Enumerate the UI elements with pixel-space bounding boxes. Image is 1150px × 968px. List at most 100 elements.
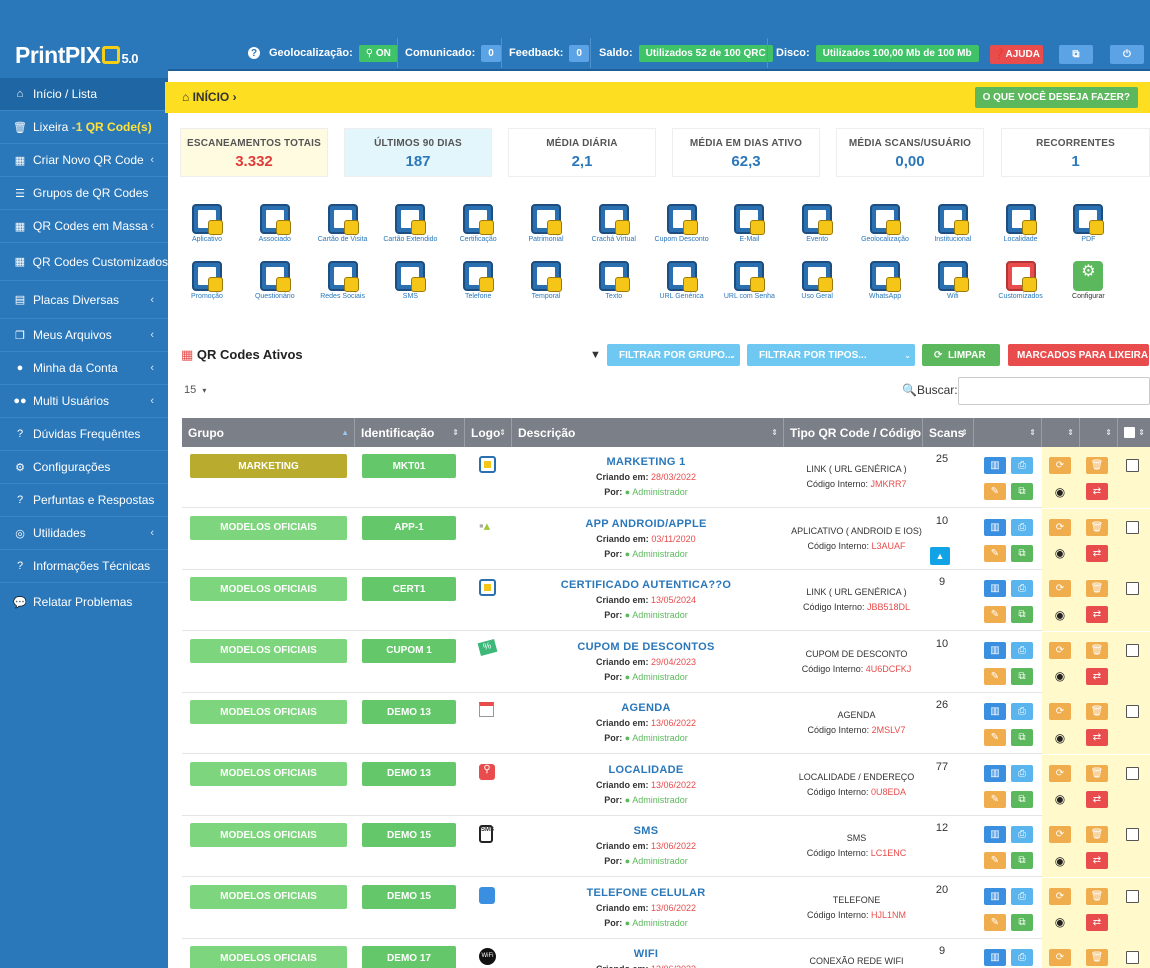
qr-type-whatsapp[interactable]: WhatsApp bbox=[853, 261, 917, 301]
col-identificacao[interactable]: Identificação ⇕ bbox=[355, 418, 465, 447]
row-checkbox[interactable] bbox=[1126, 459, 1139, 472]
refresh-button[interactable]: ⟳ bbox=[1049, 826, 1071, 843]
qr-type-certificacao[interactable]: Certificação bbox=[446, 204, 510, 244]
print-button[interactable]: ⎙ bbox=[1011, 826, 1033, 843]
app-logo[interactable]: PrintPIX 5.0 bbox=[0, 35, 168, 78]
row-checkbox[interactable] bbox=[1126, 520, 1139, 534]
transfer-button[interactable]: ⇄ bbox=[1086, 790, 1108, 808]
edit-button[interactable]: ✎ bbox=[984, 667, 1006, 685]
delete-button[interactable]: 🗑 bbox=[1086, 887, 1108, 905]
qr-title[interactable]: SMS bbox=[633, 825, 659, 837]
group-badge[interactable]: MODELOS OFICIAIS bbox=[190, 884, 347, 909]
sidebar-item-customizados[interactable]: ▦ QR Codes Customizados ‹ bbox=[0, 243, 168, 281]
qr-type-e-mail[interactable]: E-Mail bbox=[717, 204, 781, 244]
comunicado-count[interactable]: 0 bbox=[481, 44, 501, 62]
id-badge[interactable]: MKT01 bbox=[362, 454, 456, 478]
qr-type-geolocalizacao[interactable]: Geolocalização bbox=[853, 204, 917, 244]
id-badge[interactable]: CUPOM 1 bbox=[362, 638, 456, 663]
id-badge[interactable]: CERT1 bbox=[362, 577, 456, 601]
trash-marked-button[interactable]: MARCADOS PARA LIXEIRA bbox=[1008, 344, 1149, 366]
qr-title[interactable]: MARKETING 1 bbox=[606, 456, 686, 468]
sidebar-item-configuracoes[interactable]: ⚙ Configurações bbox=[0, 451, 168, 484]
group-badge[interactable]: MODELOS OFICIAIS bbox=[190, 638, 347, 663]
qr-type-associado[interactable]: Associado bbox=[243, 204, 307, 244]
geo-toggle[interactable]: ⚲ ON bbox=[358, 44, 398, 62]
edit-button[interactable]: ✎ bbox=[984, 606, 1006, 623]
id-badge[interactable]: DEMO 13 bbox=[362, 761, 456, 786]
row-checkbox[interactable] bbox=[1126, 951, 1139, 964]
stats-button[interactable]: ▥ bbox=[984, 826, 1006, 843]
track-button[interactable]: ◉ bbox=[1049, 545, 1071, 562]
qr-type-temporal[interactable]: Temporal bbox=[514, 261, 578, 301]
feedback-count[interactable]: 0 bbox=[569, 44, 589, 62]
qr-title[interactable]: TELEFONE CELULAR bbox=[586, 886, 706, 899]
qr-type-texto[interactable]: Texto bbox=[582, 261, 646, 301]
refresh-button[interactable]: ⟳ bbox=[1049, 764, 1071, 782]
sidebar-item-duvidas[interactable]: ? Dúvidas Frequêntes bbox=[0, 418, 168, 451]
col-actions1[interactable]: ⇕ bbox=[974, 418, 1042, 447]
id-badge[interactable]: DEMO 17 bbox=[362, 946, 456, 968]
delete-button[interactable]: 🗑 bbox=[1086, 518, 1108, 536]
transfer-button[interactable]: ⇄ bbox=[1086, 852, 1108, 869]
page-size-select[interactable]: 15 ▾ bbox=[184, 384, 206, 396]
refresh-button[interactable]: ⟳ bbox=[1049, 949, 1071, 966]
group-badge[interactable]: MODELOS OFICIAIS bbox=[190, 946, 347, 968]
qr-type-configurar[interactable]: ⚙ Configurar bbox=[1056, 261, 1120, 301]
row-checkbox[interactable] bbox=[1126, 828, 1139, 841]
group-badge[interactable]: MODELOS OFICIAIS bbox=[190, 515, 347, 540]
qr-type-evento[interactable]: Evento bbox=[785, 204, 849, 244]
qr-type-promocao[interactable]: Promoção bbox=[175, 261, 239, 301]
edit-button[interactable]: ✎ bbox=[984, 852, 1006, 869]
track-button[interactable]: ◉ bbox=[1049, 791, 1071, 808]
sidebar-item-multi[interactable]: ●● Multi Usuários ‹ bbox=[0, 385, 168, 418]
track-button[interactable]: ◉ bbox=[1049, 606, 1071, 623]
sidebar-item-relatar[interactable]: 💬 Relatar Problemas bbox=[0, 583, 168, 621]
print-button[interactable]: ⎙ bbox=[1011, 703, 1033, 720]
delete-button[interactable]: 🗑 bbox=[1086, 764, 1108, 782]
sidebar-item-placas[interactable]: ▤ Placas Diversas ‹ bbox=[0, 281, 168, 319]
refresh-button[interactable]: ⟳ bbox=[1049, 457, 1071, 474]
edit-button[interactable]: ✎ bbox=[984, 913, 1006, 931]
group-badge[interactable]: MODELOS OFICIAIS bbox=[190, 577, 347, 601]
track-button[interactable]: ◉ bbox=[1049, 914, 1071, 931]
col-scans[interactable]: Scans ⇕ bbox=[923, 418, 974, 447]
qr-type-localidade[interactable]: Localidade bbox=[989, 204, 1053, 244]
qr-type-uso-geral[interactable]: Uso Geral bbox=[785, 261, 849, 301]
qr-type-patrimonial[interactable]: Patrimonial bbox=[514, 204, 578, 244]
refresh-button[interactable]: ⟳ bbox=[1049, 641, 1071, 659]
transfer-button[interactable]: ⇄ bbox=[1086, 606, 1108, 623]
refresh-button[interactable]: ⟳ bbox=[1049, 580, 1071, 597]
sidebar-item-arquivos[interactable]: ❐ Meus Arquivos ‹ bbox=[0, 319, 168, 352]
stats-button[interactable]: ▥ bbox=[984, 764, 1006, 782]
open-link-button[interactable]: ⧉ bbox=[1011, 483, 1033, 500]
delete-button[interactable]: 🗑 bbox=[1086, 703, 1108, 720]
delete-button[interactable]: 🗑 bbox=[1086, 826, 1108, 843]
qr-type-institucional[interactable]: Institucional bbox=[921, 204, 985, 244]
row-checkbox[interactable] bbox=[1126, 766, 1139, 780]
track-button[interactable]: ◉ bbox=[1049, 483, 1071, 500]
group-badge[interactable]: MODELOS OFICIAIS bbox=[190, 700, 347, 724]
transfer-button[interactable]: ⇄ bbox=[1086, 913, 1108, 931]
stats-button[interactable]: ▥ bbox=[984, 641, 1006, 659]
edit-button[interactable]: ✎ bbox=[984, 544, 1006, 562]
edit-button[interactable]: ✎ bbox=[984, 729, 1006, 746]
row-checkbox[interactable] bbox=[1126, 889, 1139, 903]
scroll-top-button[interactable]: ▲ bbox=[930, 547, 950, 565]
id-badge[interactable]: APP-1 bbox=[362, 515, 456, 540]
col-select[interactable]: ⇕ bbox=[1118, 418, 1150, 447]
open-link-button[interactable]: ⧉ bbox=[1011, 913, 1033, 931]
qr-type-url-com-senha[interactable]: URL com Senha bbox=[717, 261, 781, 301]
stats-button[interactable]: ▥ bbox=[984, 949, 1006, 966]
col-tipo[interactable]: Tipo QR Code / Código ⇕ bbox=[784, 418, 923, 447]
filter-type-select[interactable]: FILTRAR POR TIPOS... ⌄ bbox=[747, 344, 915, 366]
open-link-button[interactable]: ⧉ bbox=[1011, 667, 1033, 685]
qr-type-cupom-desconto[interactable]: Cupom Desconto bbox=[650, 204, 714, 244]
stats-button[interactable]: ▥ bbox=[984, 887, 1006, 905]
print-button[interactable]: ⎙ bbox=[1011, 887, 1033, 905]
sidebar-item-criar[interactable]: ▦ Criar Novo QR Code ‹ bbox=[0, 144, 168, 177]
print-button[interactable]: ⎙ bbox=[1011, 518, 1033, 536]
qr-title[interactable]: LOCALIDADE bbox=[608, 763, 684, 776]
qr-title[interactable]: APP ANDROID/APPLE bbox=[585, 517, 707, 530]
external-link-button[interactable]: ⧉ bbox=[1059, 45, 1093, 64]
row-checkbox[interactable] bbox=[1126, 643, 1139, 657]
